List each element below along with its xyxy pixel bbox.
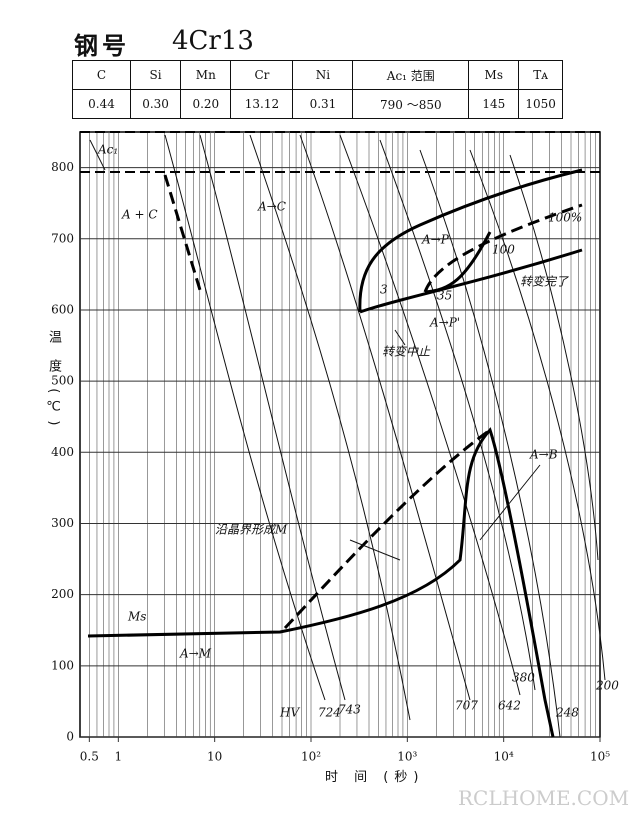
cooling-curve — [509, 154, 599, 561]
annotation: 转变完了 — [520, 275, 569, 289]
title-label: 钢号 — [74, 32, 130, 60]
annotation: A + C — [121, 208, 158, 222]
table-cell: Cr — [230, 60, 294, 90]
table-cell: 0.20 — [180, 89, 232, 119]
cooling-curve — [199, 134, 346, 701]
y-tick-label: 100 — [51, 658, 74, 672]
x-tick-label: 10² — [301, 750, 321, 764]
annotation: 380 — [512, 671, 535, 685]
carbide-curve — [163, 174, 202, 291]
table-cell: 13.12 — [230, 89, 294, 119]
y-tick-label: 500 — [51, 374, 74, 388]
table-cell: C — [72, 60, 131, 90]
pearlite-35 — [423, 203, 583, 293]
table-cell: 1050 — [518, 89, 563, 119]
table-row: 0.44 0.30 0.20 13.12 0.31 790 ～850 145 1050 — [72, 89, 563, 119]
annotation: 707 — [455, 699, 478, 713]
annotation: 248 — [555, 706, 579, 720]
pearlite-partial — [424, 231, 492, 294]
table-cell: 790 ～850 — [352, 89, 470, 119]
annotation: 724 — [318, 706, 341, 720]
annotation: Ac₁ — [97, 143, 118, 157]
annotation: 沿晶界形成M — [215, 523, 288, 537]
title: 4Cr13 — [172, 26, 254, 56]
x-tick-label: 1 — [115, 750, 123, 764]
x-tick-label: 10 — [207, 750, 222, 764]
table-cell: 0.31 — [292, 89, 354, 119]
table-cell: 145 — [468, 89, 520, 119]
annotation: 743 — [338, 703, 361, 717]
table-cell: Ac₁ 范围 — [352, 60, 470, 90]
table-cell: 0.30 — [129, 89, 182, 119]
y-tick-label: 700 — [51, 231, 74, 245]
annotation: 200 — [595, 679, 619, 693]
table-row: C Si Mn Cr Ni Ac₁ 范围 Ms Tᴀ — [72, 60, 563, 90]
bainite-curve — [87, 427, 555, 738]
annotation: HV — [279, 706, 300, 720]
composition-table: C Si Mn Cr Ni Ac₁ 范围 Ms Tᴀ 0.44 0.30 0.20 13.12 0.31… — [72, 60, 563, 119]
annotation: 100% — [548, 211, 582, 225]
annotation: A→M — [179, 647, 212, 661]
x-axis-label: 时 间 (秒) — [325, 770, 425, 785]
annotation: A→P' — [429, 316, 460, 330]
labels: 0 100 200 300 400 500 600 700 800 0.5 1 10 10² 10³ 10⁴… — [51, 143, 619, 764]
leader-lines — [349, 329, 541, 561]
annotation: Ms — [127, 610, 146, 624]
cooling-curve — [164, 134, 326, 701]
cooling-curve — [339, 134, 521, 696]
x-tick-label: 10⁴ — [494, 750, 514, 764]
annotation: 100 — [492, 243, 515, 257]
y-tick-label: 200 — [51, 587, 74, 601]
annotation: A→B — [529, 448, 558, 462]
grid — [79, 131, 601, 742]
annotation: 35 — [437, 289, 452, 303]
watermark: RCLHOME.COM — [458, 786, 630, 810]
y-tick-label: 600 — [51, 302, 74, 316]
table-cell: Ms — [468, 60, 520, 90]
cooling-curve — [469, 149, 606, 681]
y-tick-label: 300 — [51, 516, 74, 530]
grain-boundary-m — [283, 428, 491, 630]
annotation: A→P — [421, 233, 450, 247]
annotation: 3 — [380, 283, 388, 297]
pearlite-start — [358, 168, 583, 313]
cooling-curve — [379, 139, 536, 691]
curves — [80, 131, 606, 738]
annotation: 转变中止 — [382, 345, 431, 359]
cooling-curve — [299, 134, 471, 701]
y-axis-label: 温 度 (℃) — [46, 330, 61, 432]
annotation: A→C — [257, 200, 286, 214]
y-tick-label: 800 — [51, 160, 74, 174]
cooling-curve — [419, 149, 561, 738]
table-cell: 0.44 — [72, 89, 131, 119]
y-tick-label: 400 — [51, 445, 74, 459]
x-tick-label: 10⁵ — [590, 750, 610, 764]
ac1-pointer — [89, 139, 106, 171]
x-tick-label: 10³ — [397, 750, 417, 764]
cooling-curve — [249, 134, 411, 721]
annotation: 642 — [498, 699, 521, 713]
x-tick-label: 0.5 — [80, 750, 99, 764]
y-tick-label: 0 — [66, 730, 74, 744]
